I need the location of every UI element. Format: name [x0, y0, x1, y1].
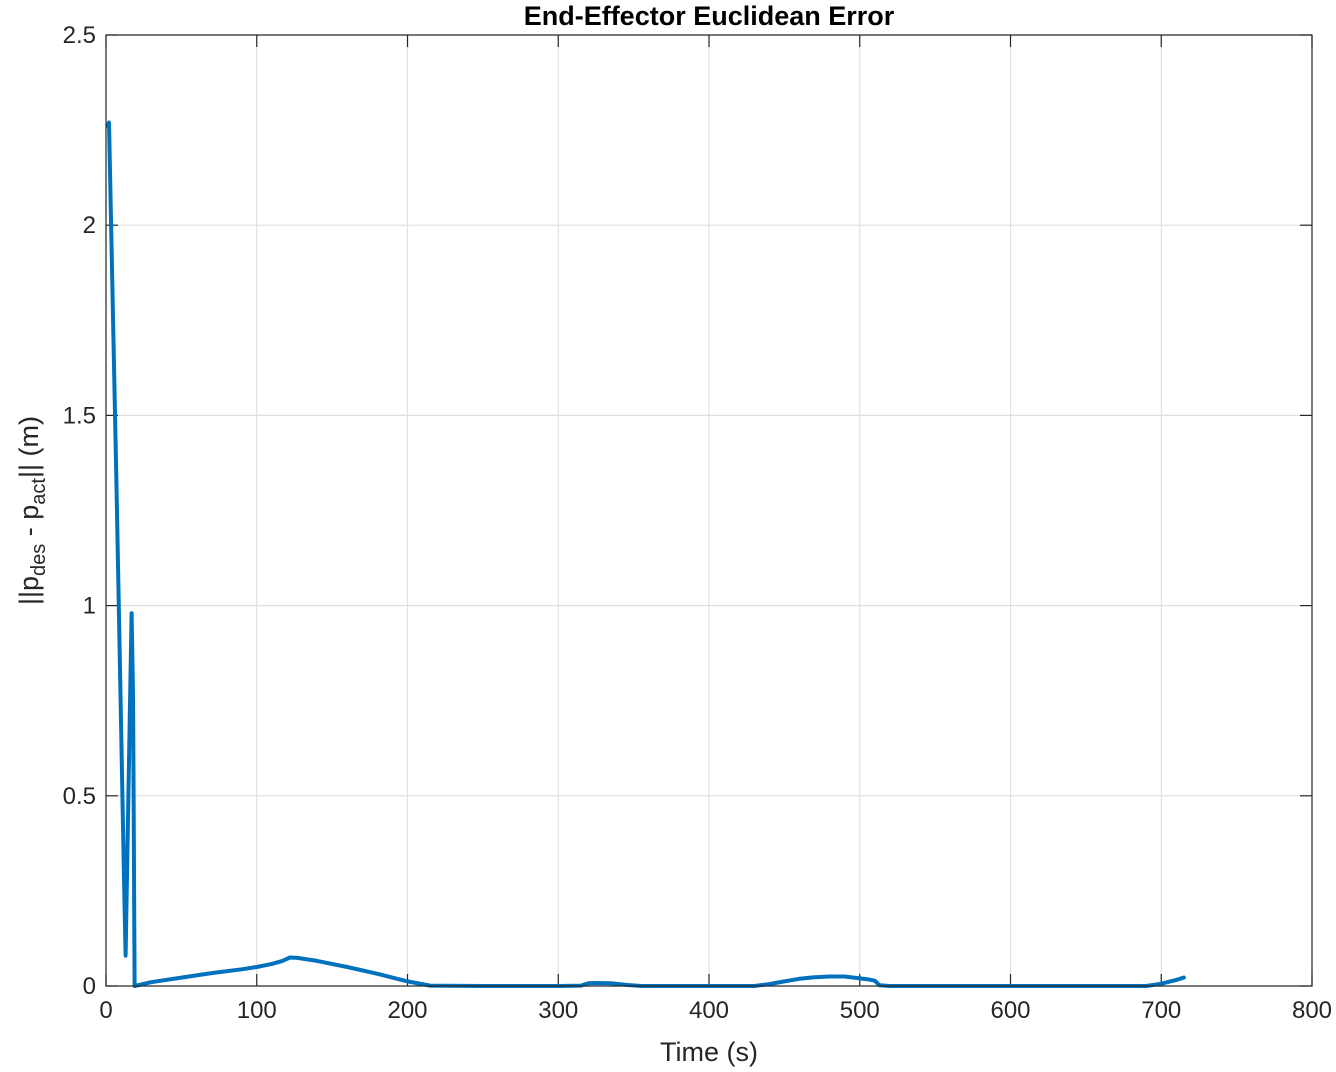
y-tick-label: 2: [83, 212, 96, 239]
y-axis-label-sub-des: des: [28, 544, 50, 576]
y-tick-label: 1: [83, 593, 96, 620]
y-axis-label-prefix: ||p: [14, 576, 44, 605]
series-line: [105, 120, 1186, 988]
y-axis-label-middle: - p: [14, 505, 44, 544]
x-tick-label: 300: [538, 997, 578, 1024]
grid-lines: [105, 34, 1313, 987]
x-tick-label: 0: [99, 997, 112, 1024]
axes-box: [105, 34, 1313, 987]
x-tick-label: 600: [990, 997, 1030, 1024]
x-tick-label: 800: [1292, 997, 1332, 1024]
y-tick-label: 0.5: [63, 783, 96, 810]
y-axis-label-suffix: || (m): [14, 416, 44, 478]
y-tick-label: 0: [83, 973, 96, 1000]
y-tick-label: 2.5: [63, 22, 96, 49]
x-axis-label: Time (s): [660, 1037, 758, 1067]
y-axis-label-sub-act: act: [28, 478, 50, 505]
x-tick-label: 700: [1141, 997, 1181, 1024]
y-axis-label: ||pdes - pact|| (m): [14, 416, 50, 605]
chart-title: End-Effector Euclidean Error: [524, 1, 895, 31]
x-tick-label: 400: [689, 997, 729, 1024]
y-tick-label: 1.5: [63, 402, 96, 429]
x-tick-label: 200: [387, 997, 427, 1024]
tick-labels: 0 100 200 300 400 500 600 700 800 0 0.5 1 1.5 2 2.5: [63, 22, 1332, 1024]
x-tick-label: 100: [237, 997, 277, 1024]
data-series: [105, 120, 1186, 988]
x-tick-label: 500: [840, 997, 880, 1024]
